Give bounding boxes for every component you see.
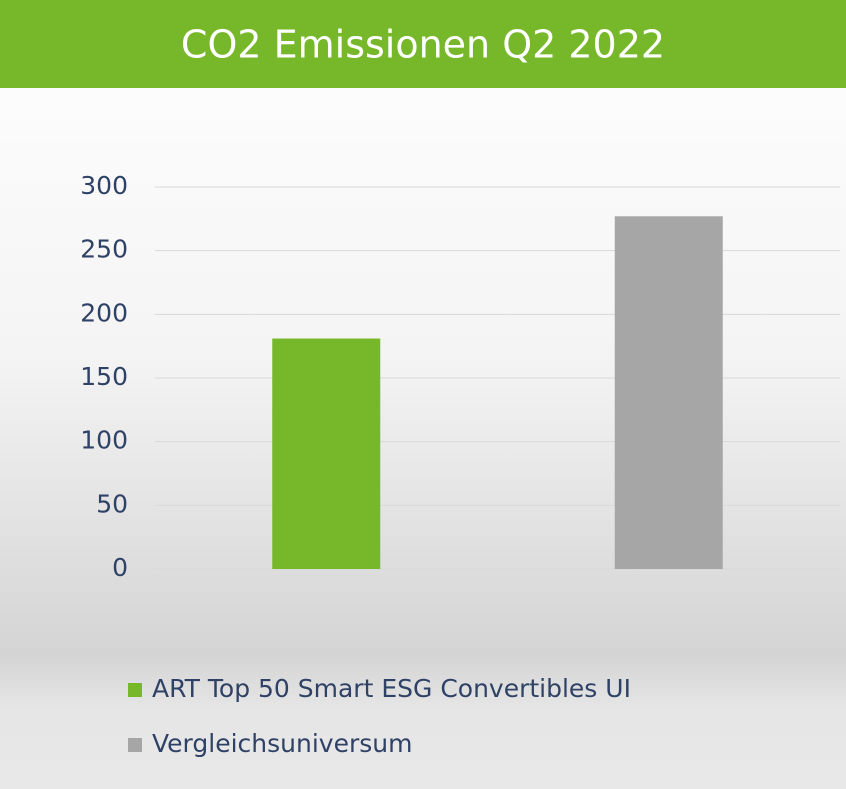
y-tick-label: 300 <box>80 171 128 200</box>
title-banner <box>0 0 846 88</box>
legend-label: ART Top 50 Smart ESG Convertibles UI <box>152 674 631 703</box>
legend-label: Vergleichsuniversum <box>152 729 412 758</box>
chart-title: CO2 Emissionen Q2 2022 <box>181 23 665 67</box>
y-tick-label: 200 <box>80 298 128 327</box>
y-tick-label: 150 <box>80 362 128 391</box>
y-tick-label: 0 <box>112 553 128 582</box>
bar <box>614 216 723 569</box>
y-tick-label: 100 <box>80 426 128 455</box>
y-tick-label: 50 <box>96 489 128 518</box>
legend-swatch <box>128 683 142 697</box>
y-tick-label: 250 <box>80 235 128 264</box>
bar <box>272 338 381 569</box>
legend-swatch <box>128 738 142 752</box>
